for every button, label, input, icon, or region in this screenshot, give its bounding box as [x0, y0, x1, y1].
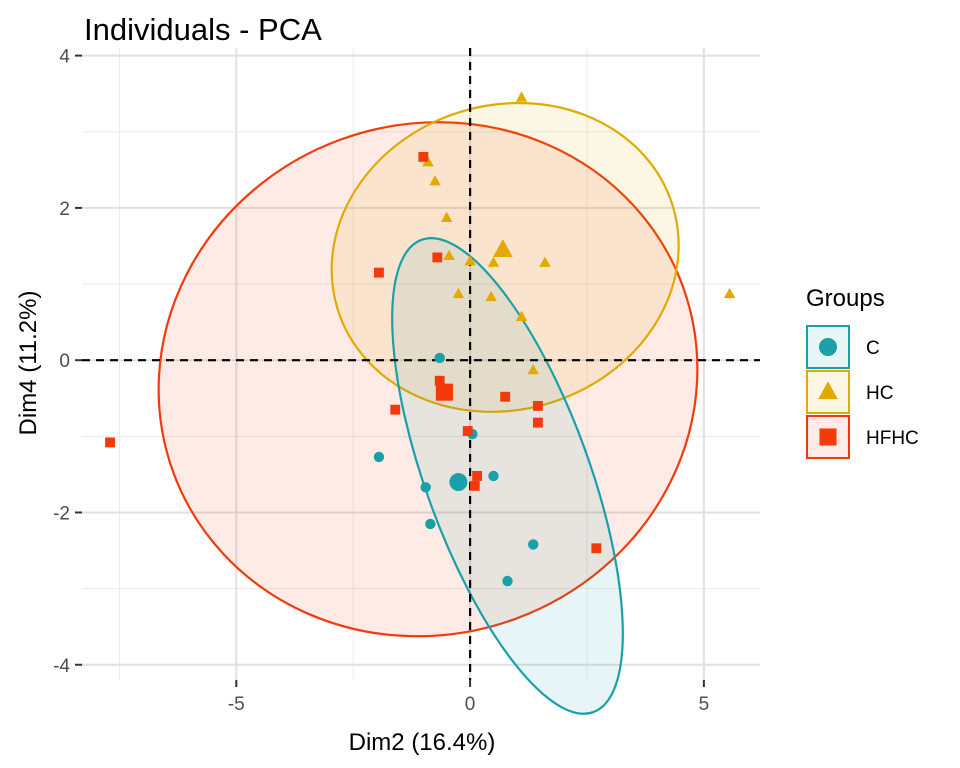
- chart-title: Individuals - PCA: [84, 12, 322, 47]
- grid-minor: [82, 48, 760, 680]
- point-c-5: [425, 518, 436, 530]
- point-hfhc-0: [418, 151, 429, 162]
- point-c-2: [373, 451, 385, 463]
- point-hc-7: [539, 256, 551, 267]
- ellipse-c: [391, 237, 624, 715]
- confidence-ellipses: [157, 101, 699, 715]
- point-c-0: [434, 352, 445, 364]
- legend-marker-hfhc: [819, 428, 837, 446]
- legend-label-hc: HC: [866, 383, 893, 404]
- point-c-3: [420, 482, 431, 493]
- point-hc-8: [452, 287, 465, 299]
- point-hfhc-8: [462, 426, 473, 436]
- point-c-6: [528, 539, 539, 550]
- legend-marker-c: [819, 338, 837, 356]
- group-centroids: [435, 239, 513, 492]
- y-tick-label: 4: [59, 47, 70, 68]
- point-hc-9: [485, 290, 497, 302]
- point-hfhc-7: [532, 417, 543, 428]
- point-c-4: [488, 470, 499, 482]
- centroid-hfhc: [435, 383, 453, 401]
- centroid-hc: [492, 239, 513, 257]
- x-axis-label: Dim2 (16.4%): [349, 729, 496, 756]
- point-hc-11: [723, 287, 736, 299]
- ellipse-hfhc: [157, 121, 699, 638]
- legend-marker-hc: [818, 381, 838, 400]
- y-tick-label: 2: [59, 199, 70, 220]
- point-hc-3: [440, 211, 453, 222]
- point-hfhc-10: [469, 480, 480, 491]
- x-axis-ticks: -5 0 5: [228, 680, 709, 715]
- point-hfhc-2: [432, 252, 443, 263]
- point-hfhc-1: [373, 267, 384, 278]
- point-hfhc-9: [472, 470, 483, 481]
- point-hfhc-12: [105, 437, 115, 448]
- legend: Groups C HC HFHC: [806, 285, 919, 459]
- legend-label-c: C: [866, 338, 880, 359]
- legend-label-hfhc: HFHC: [866, 428, 919, 449]
- reference-lines: [82, 48, 760, 680]
- point-hc-0: [515, 91, 528, 102]
- point-hc-6: [487, 256, 500, 267]
- y-axis-label: Dim4 (11.2%): [15, 291, 42, 436]
- y-axis-ticks: -4 -2 0 2 4: [53, 47, 82, 677]
- point-hc-5: [464, 255, 476, 266]
- x-tick-label: 0: [465, 694, 476, 715]
- point-hfhc-3: [434, 375, 445, 386]
- centroid-c: [449, 473, 468, 492]
- point-hfhc-5: [500, 391, 511, 402]
- point-c-7: [502, 575, 513, 587]
- point-hc-12: [527, 363, 539, 375]
- point-hc-2: [429, 175, 441, 186]
- data-points: [105, 91, 736, 587]
- point-hc-4: [443, 249, 455, 261]
- legend-items: C HC HFHC: [806, 325, 919, 459]
- point-hfhc-6: [532, 400, 543, 411]
- y-tick-label: -2: [53, 503, 70, 524]
- legend-title: Groups: [806, 285, 885, 312]
- x-tick-label: -5: [228, 694, 245, 715]
- y-tick-label: 0: [59, 351, 70, 372]
- x-tick-label: 5: [699, 694, 710, 715]
- y-tick-label: -4: [53, 656, 70, 677]
- point-hfhc-11: [591, 543, 602, 554]
- point-hfhc-4: [390, 404, 401, 415]
- point-hc-10: [515, 310, 528, 321]
- plot-area: [82, 48, 760, 715]
- ellipse-hc: [330, 101, 680, 413]
